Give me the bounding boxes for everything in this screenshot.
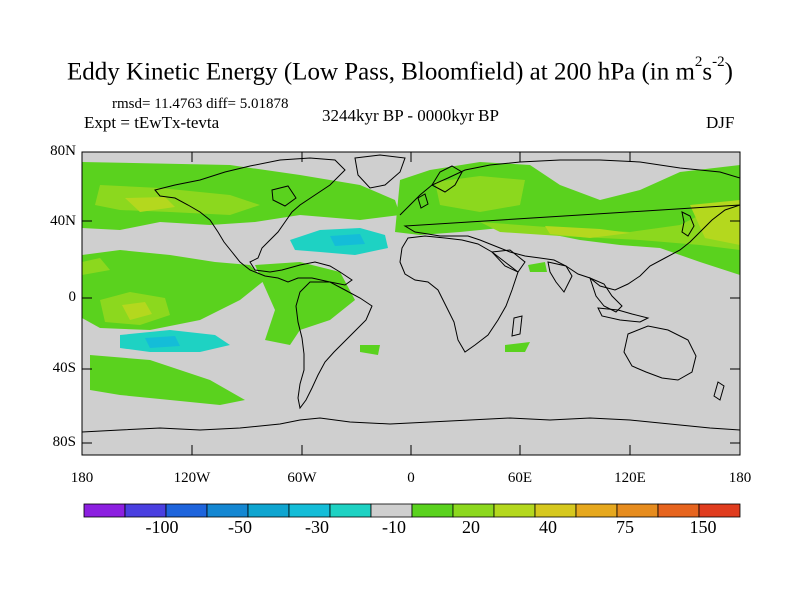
colorbar-label: -30	[305, 517, 329, 537]
anomaly-caribbean	[255, 262, 355, 345]
anomaly-africa-small	[528, 262, 547, 272]
anomaly-north-pacific-america	[82, 162, 400, 230]
colorbar-label: 40	[539, 517, 557, 537]
anomaly-atlantic-negative-core	[330, 234, 365, 246]
colorbar-swatch	[165, 503, 208, 518]
anomaly-south-pacific-negative-core	[145, 336, 180, 348]
coast-north-america	[154, 157, 353, 286]
lon-label-180e: 180	[728, 470, 752, 486]
coast-madagascar	[511, 315, 523, 337]
lat-label-40n: 40N	[50, 213, 76, 229]
colorbar-swatch	[288, 503, 331, 518]
lat-label-40s: 40S	[52, 360, 76, 376]
coast-india	[547, 261, 573, 293]
anomaly-asia-core	[545, 226, 630, 238]
colorbar-swatch	[370, 503, 413, 518]
colorbar	[83, 503, 741, 518]
colorbar-swatch	[657, 503, 700, 518]
chart-title: Eddy Kinetic Energy (Low Pass, Bloomfiel…	[67, 54, 733, 86]
colorbar-swatch	[411, 503, 454, 518]
colorbar-swatch	[616, 503, 659, 518]
anomaly-europe-inner	[435, 176, 525, 212]
colorbar-label: 75	[616, 517, 634, 537]
stats-text: rmsd= 11.4763 diff= 5.01878	[112, 96, 289, 112]
anomaly-west-edge-low	[82, 258, 110, 275]
coast-new-zealand	[713, 381, 725, 401]
coast-arabia	[490, 249, 526, 273]
colorbar-swatch	[247, 503, 290, 518]
anomaly-east-edge	[690, 200, 740, 245]
coast-europe-asia	[399, 159, 740, 291]
colorbar-label: 20	[462, 517, 480, 537]
lon-label-60w: 60W	[287, 470, 317, 486]
anomaly-asia-inner	[480, 210, 740, 250]
anomaly-south-small	[360, 345, 380, 355]
anomaly-fields	[82, 162, 740, 405]
coast-uk	[417, 193, 429, 209]
experiment-label: Expt = tEwTx-tevta	[84, 113, 220, 132]
coastlines	[82, 154, 740, 433]
colorbar-swatch	[493, 503, 536, 518]
anomaly-indian-small	[505, 342, 530, 352]
colorbar-label: -100	[145, 517, 179, 537]
coast-antarctica	[82, 417, 740, 433]
lat-label-0: 0	[68, 289, 77, 305]
coast-hudson-bay	[271, 185, 297, 207]
tick-marks	[82, 151, 740, 455]
coast-australia	[623, 325, 697, 381]
coast-africa	[399, 235, 519, 353]
anomaly-south-band	[90, 355, 245, 405]
coast-south-america	[295, 281, 373, 410]
lon-label-60e: 60E	[507, 470, 533, 486]
lon-label-120e: 120E	[614, 470, 646, 486]
colorbar-label: -10	[382, 517, 406, 537]
coast-japan	[681, 211, 695, 237]
lon-label-0: 0	[407, 470, 415, 486]
colorbar-swatch	[575, 503, 618, 518]
colorbar-swatch	[534, 503, 577, 518]
anomaly-tropical-pacific-core	[122, 302, 152, 320]
lat-label-80s: 80S	[52, 434, 76, 450]
colorbar-swatch	[698, 503, 741, 518]
coast-greenland	[354, 154, 406, 189]
colorbar-label: -50	[228, 517, 252, 537]
period-label: 3244kyr BP - 0000kyr BP	[322, 106, 499, 125]
coast-indonesia	[597, 307, 650, 323]
colorbar-swatch	[124, 503, 167, 518]
lon-label-120w: 120W	[173, 470, 211, 486]
season-label: DJF	[706, 113, 735, 132]
coast-southeast-asia	[589, 277, 623, 313]
lon-label-180w: 180	[70, 470, 94, 486]
colorbar-label: 150	[689, 517, 717, 537]
lat-label-80n: 80N	[50, 143, 76, 159]
colorbar-swatch	[329, 503, 372, 518]
colorbar-swatch	[206, 503, 249, 518]
colorbar-swatch	[452, 503, 495, 518]
anomaly-pacific-core	[125, 197, 175, 212]
coast-scandinavia	[431, 165, 463, 193]
colorbar-swatch	[83, 503, 126, 518]
